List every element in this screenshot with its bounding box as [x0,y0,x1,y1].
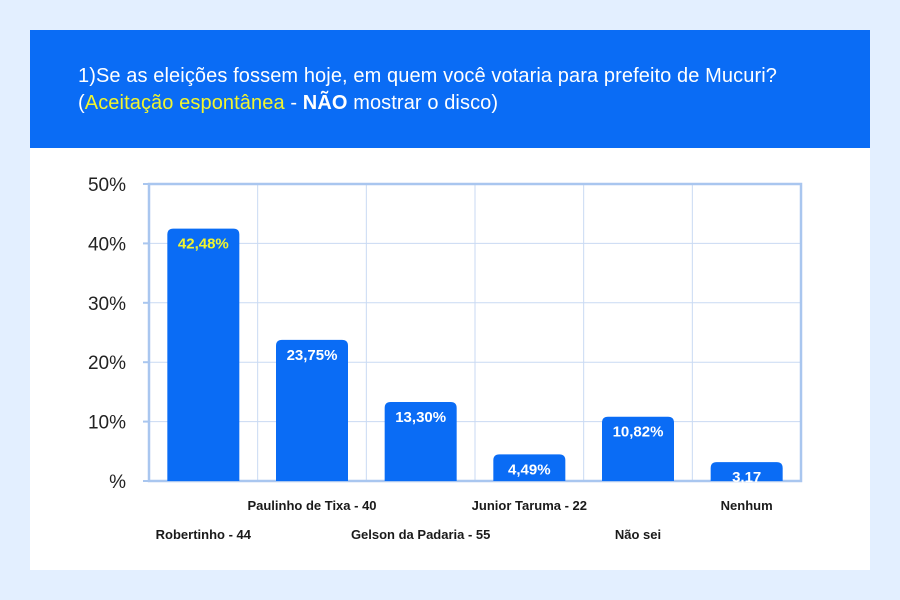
bar [276,339,348,481]
chart-header: 1)Se as eleições fossem hoje, em quem vo… [30,30,870,148]
bar-value-label: 13,30% [395,409,446,426]
y-tick-label: 50% [88,175,126,196]
title-highlight: Aceitação espontânea [84,92,285,114]
y-tick-label: 40% [88,234,126,255]
bar-value-label: 10,82% [613,424,664,441]
x-category-label: Gelson da Padaria - 55 [351,527,490,542]
x-category-label: Junior Taruma - 22 [472,498,587,513]
bar-value-label: 23,75% [287,347,338,364]
bar [384,401,457,481]
plot-frame [147,182,803,483]
bar [167,228,240,481]
x-category-label: Paulinho de Tixa - 40 [247,498,376,513]
title-text: 1)Se as eleições fossem hoje, em quem vo… [78,65,777,114]
bar-value-label: 4,49% [508,461,551,478]
y-tick-label: 10% [88,413,126,434]
bar [493,454,566,481]
title-bold: NÃO [302,92,348,114]
y-tick-label: 30% [88,294,126,315]
bar-value-label: 42,48% [178,236,229,253]
bar-value-label: 3,17 [732,469,761,486]
title-separator: - [284,92,303,114]
x-category-label: Não sei [615,527,661,542]
title-text-end: mostrar o disco) [347,92,499,114]
bar [710,462,783,481]
y-tick-label: 20% [88,353,126,374]
bar [602,416,674,481]
x-category-label: Robertinho - 44 [156,527,252,542]
x-category-label: Nenhum [721,498,773,513]
y-tick-label: % [109,472,126,493]
